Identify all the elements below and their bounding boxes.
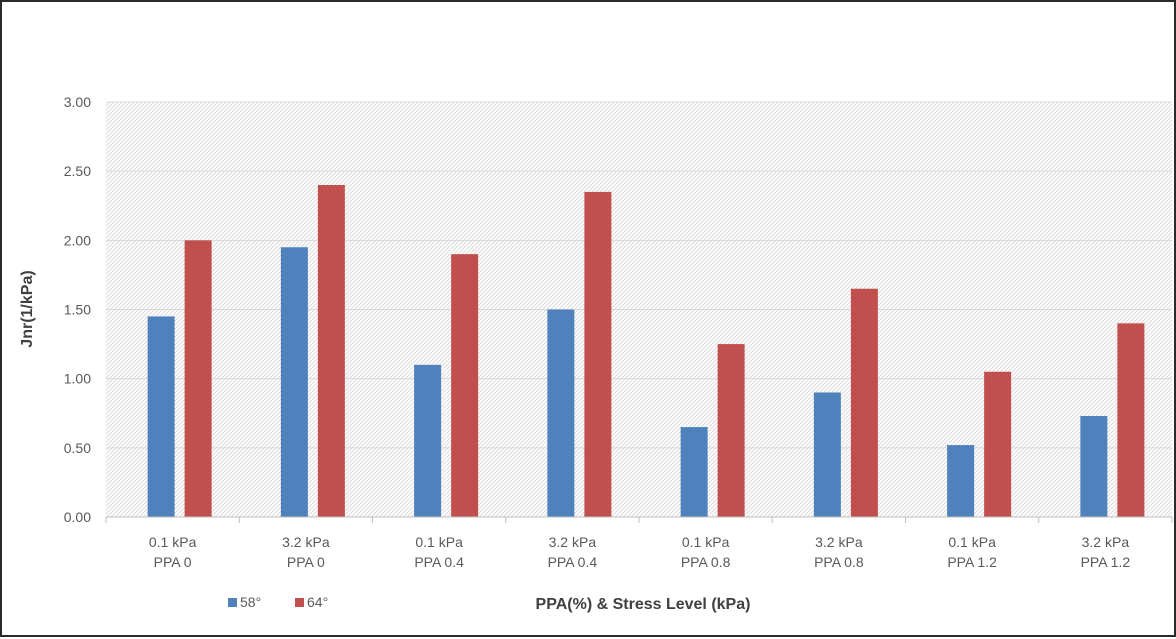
y-tick-label: 2.50	[64, 163, 91, 179]
x-tick-label: PPA 1.2	[1081, 554, 1131, 570]
bar-series2	[317, 185, 345, 517]
x-tick-label: 3.2 kPa	[282, 534, 330, 550]
legend-label: 64°	[307, 594, 328, 610]
bars	[147, 185, 1145, 518]
bar-series2	[850, 288, 878, 517]
x-tick-label: PPA 0.8	[814, 554, 864, 570]
x-axis-title: PPA(%) & Stress Level (kPa)	[536, 596, 751, 613]
y-axis-title: Jnr(1/kPa)	[19, 270, 36, 347]
x-tick-label: PPA 0	[287, 554, 325, 570]
x-tick-label: PPA 0.4	[414, 554, 464, 570]
x-tick-label: 3.2 kPa	[815, 534, 863, 550]
y-tick-label: 1.00	[64, 371, 91, 387]
x-tick-label: 3.2 kPa	[549, 534, 597, 550]
bar-series2	[984, 371, 1012, 517]
bar-series2	[717, 344, 745, 517]
bar-series1	[547, 309, 575, 517]
bar-series1	[414, 364, 442, 517]
y-tick-label: 3.00	[64, 94, 91, 110]
bar-series2	[584, 191, 612, 517]
bar-series2	[1117, 323, 1145, 517]
x-tick-label: PPA 1.2	[947, 554, 997, 570]
bar-series1	[280, 247, 308, 517]
x-tick-label: 0.1 kPa	[149, 534, 197, 550]
x-tick-label: 0.1 kPa	[682, 534, 730, 550]
bar-series2	[451, 254, 479, 517]
x-tick-label: 0.1 kPa	[948, 534, 996, 550]
bar-series1	[680, 427, 708, 517]
legend-label: 58°	[240, 594, 261, 610]
x-tick-label: PPA 0.4	[548, 554, 598, 570]
x-tick-label: PPA 0.8	[681, 554, 731, 570]
x-tick-label: 0.1 kPa	[415, 534, 463, 550]
y-axis: 0.00 0.50 1.00 1.50 2.00 2.50 3.00	[64, 94, 91, 525]
y-tick-label: 2.00	[64, 232, 91, 248]
x-tick-label: 3.2 kPa	[1082, 534, 1130, 550]
y-tick-label: 0.00	[64, 509, 91, 525]
bar-series1	[1080, 416, 1108, 517]
bar-series1	[947, 445, 975, 517]
y-tick-label: 1.50	[64, 302, 91, 318]
legend: 58° 64°	[228, 594, 328, 610]
bar-series1	[813, 392, 841, 517]
x-axis: 0.1 kPa PPA 0 3.2 kPa PPA 0 0.1 kPa PPA 0.4 3.…	[105, 516, 1173, 570]
y-tick-label: 0.50	[64, 440, 91, 456]
legend-swatch	[228, 598, 237, 607]
bar-series1	[147, 316, 175, 517]
x-tick-label: PPA 0	[154, 554, 192, 570]
bar-series2	[184, 240, 212, 518]
legend-swatch	[295, 598, 304, 607]
